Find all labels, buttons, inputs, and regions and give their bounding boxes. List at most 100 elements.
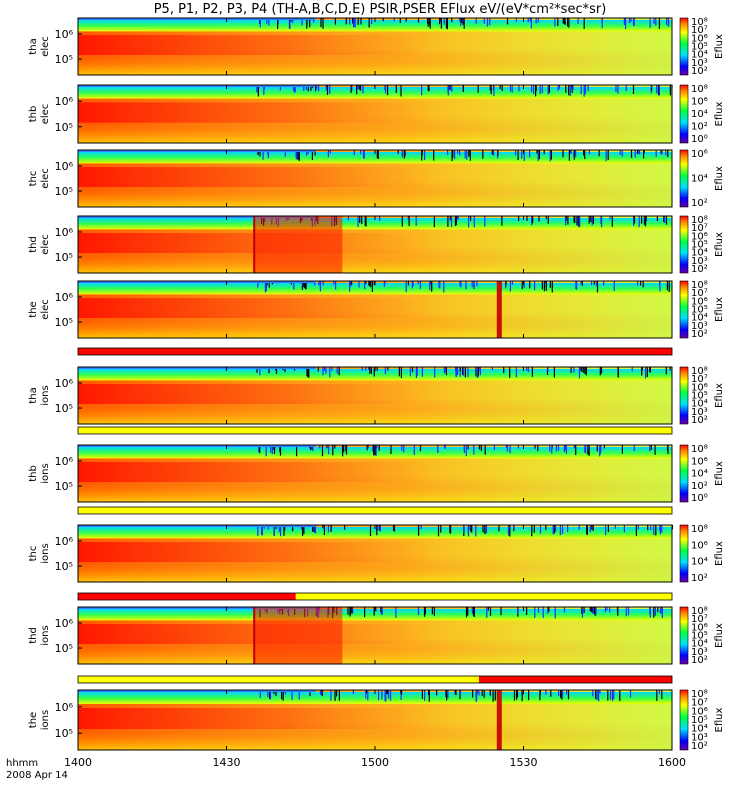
noise-stroke bbox=[663, 216, 665, 223]
colorbar-tick-label: 10⁴ bbox=[691, 469, 708, 480]
noise-stroke bbox=[304, 281, 306, 289]
noise-stroke bbox=[462, 18, 464, 25]
noise-stroke bbox=[379, 525, 381, 532]
noise-stroke bbox=[537, 150, 539, 161]
noise-band bbox=[78, 281, 316, 283]
noise-stroke bbox=[639, 150, 641, 155]
colorbar-tick-label: 10⁵ bbox=[691, 715, 708, 726]
panel-probe-label: tha bbox=[28, 38, 39, 54]
noise-stroke bbox=[557, 18, 559, 27]
noise-stroke bbox=[539, 525, 542, 534]
noise-stroke bbox=[562, 150, 564, 158]
noise-stroke bbox=[590, 607, 592, 612]
noise-stroke bbox=[513, 690, 516, 701]
noise-stroke bbox=[364, 281, 366, 289]
noise-stroke bbox=[518, 216, 520, 222]
noise-stroke bbox=[439, 18, 441, 22]
noise-stroke bbox=[518, 85, 520, 92]
colorbar-tick-label: 10⁴ bbox=[691, 557, 708, 568]
noise-stroke bbox=[358, 85, 360, 90]
noise-stroke bbox=[460, 18, 462, 26]
noise-stroke bbox=[539, 690, 541, 701]
noise-stroke bbox=[267, 150, 269, 159]
noise-stroke bbox=[465, 281, 467, 290]
noise-stroke bbox=[293, 85, 295, 93]
noise-stroke bbox=[334, 18, 336, 25]
colorbar-tick-label: 10⁵ bbox=[691, 42, 708, 53]
mode-bars bbox=[77, 347, 673, 684]
colorbar-tick-label: 10² bbox=[691, 481, 708, 492]
noise-stroke bbox=[457, 367, 459, 376]
noise-stroke bbox=[448, 85, 450, 90]
colorbar-tick-label: 10⁷ bbox=[691, 698, 708, 709]
noise-stroke bbox=[484, 445, 486, 455]
noise-stroke bbox=[257, 525, 259, 537]
noise-stroke bbox=[473, 281, 475, 289]
noise-stroke bbox=[443, 18, 445, 25]
noise-stroke bbox=[303, 85, 305, 91]
noise-stroke bbox=[621, 445, 623, 454]
noise-stroke bbox=[640, 281, 642, 286]
colorbar-tick-label: 10² bbox=[691, 415, 708, 426]
noise-stroke bbox=[424, 150, 426, 161]
noise-stroke bbox=[476, 690, 478, 701]
noise-stroke bbox=[345, 18, 347, 25]
noise-stroke bbox=[659, 281, 661, 292]
mode-bar-frame bbox=[77, 675, 673, 684]
noise-stroke bbox=[361, 367, 363, 371]
noise-stroke bbox=[437, 445, 439, 453]
colorbar bbox=[679, 149, 689, 208]
mode-bar bbox=[77, 675, 673, 684]
noise-stroke bbox=[292, 525, 294, 532]
colorbar bbox=[679, 366, 689, 425]
noise-stroke bbox=[370, 281, 372, 288]
noise-stroke bbox=[387, 367, 389, 371]
noise-stroke bbox=[399, 18, 401, 23]
noise-stroke bbox=[359, 85, 361, 91]
noise-stroke bbox=[571, 85, 573, 94]
panel-probe-label: thd bbox=[28, 236, 39, 253]
noise-stroke bbox=[381, 690, 383, 700]
noise-stroke bbox=[553, 525, 555, 534]
noise-stroke bbox=[421, 150, 423, 156]
noise-stroke bbox=[427, 85, 429, 91]
noise-stroke bbox=[660, 150, 662, 154]
noise-stroke bbox=[646, 367, 648, 377]
noise-stroke bbox=[509, 525, 511, 537]
noise-stroke bbox=[269, 690, 272, 700]
noise-stroke bbox=[443, 281, 445, 293]
noise-stroke bbox=[641, 367, 643, 376]
colorbar-tick-label: 10⁶ bbox=[691, 149, 708, 160]
colorbar-tick-label: 10⁸ bbox=[691, 84, 708, 95]
noise-stroke bbox=[658, 690, 660, 694]
noise-stroke bbox=[445, 18, 448, 29]
noise-stroke bbox=[563, 607, 566, 613]
noise-stroke bbox=[322, 525, 324, 529]
noise-stroke bbox=[296, 445, 298, 457]
noise-stroke bbox=[263, 85, 265, 95]
noise-stroke bbox=[583, 607, 585, 614]
mode-change-region bbox=[253, 607, 343, 664]
noise-stroke bbox=[581, 607, 583, 614]
noise-stroke bbox=[538, 150, 540, 160]
noise-stroke bbox=[419, 445, 422, 452]
noise-stroke bbox=[463, 445, 465, 453]
noise-stroke bbox=[661, 690, 663, 700]
noise-stroke bbox=[633, 445, 635, 452]
noise-stroke bbox=[327, 150, 329, 158]
noise-stroke bbox=[617, 367, 619, 378]
noise-stroke bbox=[279, 85, 281, 91]
noise-stroke bbox=[609, 690, 612, 700]
noise-stroke bbox=[588, 445, 590, 456]
noise-stroke bbox=[565, 216, 567, 226]
noise-stroke bbox=[564, 18, 566, 25]
noise-stroke bbox=[562, 18, 564, 24]
noise-stroke bbox=[526, 367, 528, 371]
noise-stroke bbox=[534, 607, 536, 619]
noise-stroke bbox=[499, 85, 501, 90]
noise-stroke bbox=[436, 690, 438, 696]
noise-stroke bbox=[565, 85, 567, 93]
noise-stroke bbox=[385, 690, 387, 702]
noise-stroke bbox=[330, 525, 332, 532]
